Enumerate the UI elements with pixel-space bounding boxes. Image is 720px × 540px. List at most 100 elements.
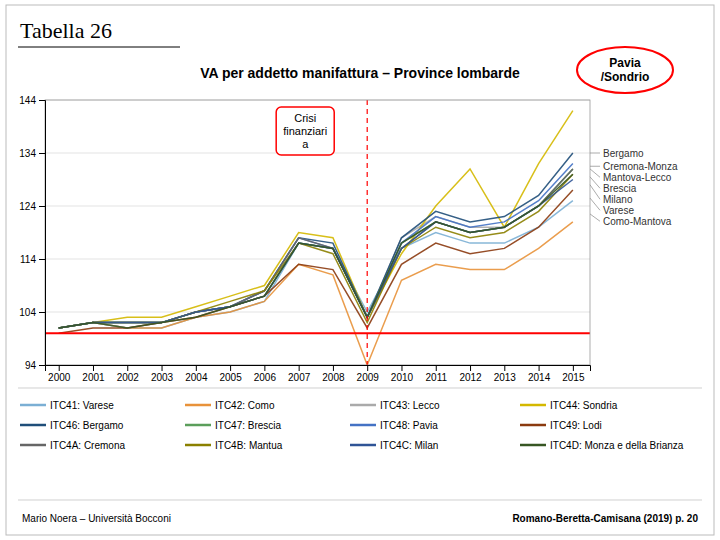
tick-mark — [39, 100, 45, 101]
tick-label: 2007 — [288, 372, 311, 383]
tick-mark — [264, 365, 265, 371]
x-tick: 2002 — [117, 365, 140, 383]
legend-item: ITC44: Sondria — [520, 400, 618, 411]
label-leader — [590, 198, 600, 210]
tick-mark — [401, 365, 402, 371]
footer: Romano-Beretta-Camisana (2019) p. 20 — [512, 513, 698, 524]
legend-label: ITC41: Varese — [50, 400, 114, 411]
tick-mark — [39, 153, 45, 154]
tick-label: 2002 — [117, 372, 140, 383]
callout: Crisifinanziaria — [276, 107, 334, 155]
legend-swatch — [350, 404, 376, 407]
x-tick: 2004 — [185, 365, 208, 383]
legend-label: ITC46: Bergamo — [50, 420, 124, 431]
tick-mark — [367, 365, 368, 371]
series-line — [59, 180, 573, 328]
legend-label: ITC4A: Cremona — [50, 440, 125, 451]
footer: Mario Noera – Università Bocconi — [22, 513, 171, 524]
x-tick: 2001 — [82, 365, 105, 383]
tick-mark — [539, 365, 540, 371]
legend-item: ITC47: Brescia — [185, 420, 282, 431]
grid-line — [45, 312, 590, 313]
right-labels: BergamoCremona-MonzaMantova-LeccoBrescia… — [590, 148, 678, 227]
x-tick: 2011 — [425, 365, 447, 383]
tick-mark — [127, 365, 128, 371]
y-tick: 144 — [19, 95, 45, 106]
plot-frame — [45, 100, 590, 365]
series-line — [59, 153, 573, 328]
tick-label: 124 — [19, 201, 36, 212]
tick-mark — [39, 206, 45, 207]
tick-label: 2014 — [528, 372, 551, 383]
tick-mark — [162, 365, 163, 371]
legend-label: ITC47: Brescia — [215, 420, 282, 431]
tick-mark — [39, 312, 45, 313]
tick-label: 2006 — [254, 372, 277, 383]
x-axis: 2000200120022003200420052006200720082009… — [46, 365, 591, 383]
legend-item: ITC4B: Mantua — [185, 440, 283, 451]
x-tick: 2014 — [528, 365, 551, 383]
legend-label: ITC48: Pavia — [380, 420, 438, 431]
x-tick: 2006 — [254, 365, 277, 383]
header-underline — [18, 47, 180, 48]
separator — [18, 500, 702, 501]
title: VA per addetto manifattura – Province lo… — [200, 65, 520, 81]
tick-mark — [59, 365, 60, 371]
callout-box — [276, 107, 334, 155]
grid — [45, 100, 590, 365]
label-leader — [590, 153, 600, 154]
note-ellipse — [577, 47, 673, 93]
tick-label: 144 — [19, 95, 36, 106]
legend-swatch — [520, 404, 546, 407]
header: Tabella 26 — [20, 18, 112, 43]
y-tick: 114 — [20, 254, 45, 265]
legend-item: ITC4A: Cremona — [20, 440, 125, 451]
tick-label: 134 — [19, 148, 36, 159]
right-label: Como-Mantova — [603, 216, 672, 227]
plot-area — [45, 100, 590, 365]
x-tick: 2012 — [459, 365, 482, 383]
legend-item: ITC41: Varese — [20, 400, 114, 411]
tick-mark — [299, 365, 300, 371]
callout-text: Crisifinanziaria — [283, 112, 327, 150]
tick-mark — [93, 365, 94, 371]
legend-swatch — [20, 424, 46, 427]
x-tick: 2010 — [391, 365, 414, 383]
y-tick: 124 — [19, 201, 45, 212]
tick-mark — [196, 365, 197, 371]
x-tick: 2003 — [151, 365, 174, 383]
legend-swatch — [185, 444, 211, 447]
tick-label: 104 — [19, 307, 36, 318]
tick-label: 2008 — [322, 372, 345, 383]
tick-mark — [39, 365, 45, 366]
x-tick: 2013 — [494, 365, 517, 383]
tick-mark — [39, 259, 45, 260]
note-text: Pavia/Sondrio — [601, 56, 650, 84]
right-label: Brescia — [603, 183, 637, 194]
y-tick: 104 — [19, 307, 45, 318]
legend-item: ITC4C: Milan — [350, 440, 438, 451]
series-line — [59, 201, 573, 328]
legend-swatch — [185, 424, 211, 427]
grid-line — [45, 206, 590, 207]
tick-label: 2013 — [494, 372, 517, 383]
legend-label: ITC44: Sondria — [550, 400, 618, 411]
right-label: Milano — [603, 194, 633, 205]
legend-item: ITC42: Como — [185, 400, 275, 411]
axis-line — [39, 101, 46, 366]
y-tick: 134 — [19, 148, 45, 159]
tick-mark — [573, 365, 574, 371]
legend-label: ITC43: Lecco — [380, 400, 440, 411]
series-line — [59, 164, 573, 328]
x-tick: 2008 — [322, 365, 345, 383]
tick-label: 2011 — [425, 372, 447, 383]
tick-label: 2003 — [151, 372, 174, 383]
tick-mark — [333, 365, 334, 371]
legend-swatch — [20, 404, 46, 407]
legend-label: ITC4C: Milan — [380, 440, 438, 451]
series-line — [59, 190, 573, 333]
series-line — [59, 169, 573, 328]
label-leader — [590, 169, 600, 177]
tick-label: 94 — [25, 360, 37, 371]
x-tick: 2000 — [48, 365, 71, 383]
